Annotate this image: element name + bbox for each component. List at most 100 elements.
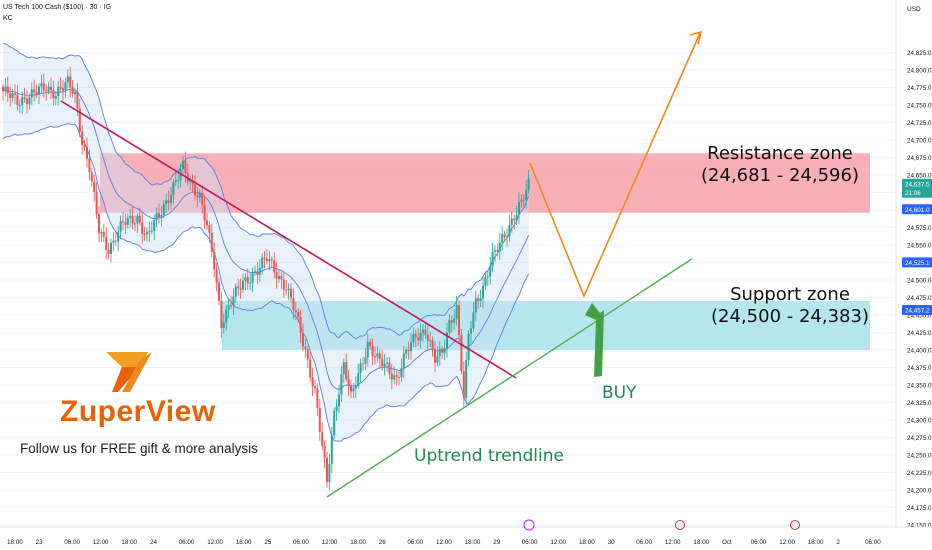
candle-body: [155, 213, 158, 221]
candle: [249, 273, 252, 291]
zuperview-logo-icon: [106, 352, 152, 392]
candle-body: [86, 146, 88, 159]
candle-body: [71, 87, 74, 95]
candle-body: [194, 184, 196, 196]
candle: [441, 345, 444, 360]
time-tick-label: 18:00: [465, 539, 481, 546]
candle: [386, 356, 388, 372]
candle: [88, 149, 91, 181]
candle-body: [203, 205, 206, 221]
price-tick-label: 24,400.0: [907, 348, 932, 355]
candle-body: [251, 273, 254, 283]
buy-arrow-icon: [585, 303, 604, 377]
candle-body: [278, 275, 280, 279]
price-axis-bg: [896, 0, 932, 550]
candle-body: [424, 329, 427, 335]
candle: [345, 353, 348, 383]
candle: [110, 238, 112, 263]
candle-body: [434, 348, 436, 363]
candle: [57, 80, 60, 106]
candle: [474, 290, 477, 322]
candle-body: [455, 305, 458, 319]
candle-body: [381, 358, 384, 367]
candle-body: [266, 258, 268, 262]
candle: [28, 93, 31, 110]
candle: [174, 171, 177, 186]
candle: [227, 298, 230, 319]
candle-body: [410, 342, 412, 352]
support-zone-label: Support zone (24,500 - 24,383): [700, 284, 880, 328]
candle-body: [443, 348, 446, 353]
candle: [206, 212, 208, 230]
candle: [275, 262, 278, 289]
candle-body: [522, 199, 525, 201]
candle-body: [395, 375, 398, 377]
candle: [376, 346, 379, 363]
candle: [304, 338, 307, 358]
candle-body: [498, 242, 501, 252]
candle-body: [417, 337, 420, 341]
candle: [210, 224, 213, 258]
candle: [290, 282, 292, 303]
candle: [81, 125, 84, 155]
candle-body: [81, 131, 84, 145]
candle: [150, 221, 153, 235]
candle: [496, 243, 499, 257]
time-axis: 18:00 23 06:00 12:00 18:00 24 06:00 12:00 18:00 2…: [0, 519, 932, 550]
candle: [244, 273, 247, 291]
candle-body: [441, 348, 444, 353]
candle: [422, 324, 424, 342]
candle-body: [54, 96, 57, 99]
candle: [366, 333, 369, 368]
symbol-title: US Tech 100 Cash ($100) · 30 · IG: [3, 4, 112, 11]
candle-body: [100, 231, 103, 234]
indicator-label[interactable]: KC: [3, 15, 13, 22]
candle: [95, 182, 98, 219]
candle-body: [489, 266, 492, 277]
candle: [69, 66, 72, 98]
candle-body: [525, 189, 528, 200]
price-tick-label: 24,700.0: [907, 138, 932, 145]
candle: [340, 366, 343, 402]
candle-body: [213, 251, 216, 270]
candle: [129, 208, 132, 228]
candle: [472, 302, 475, 332]
candle-body: [350, 386, 352, 392]
candle-body: [50, 86, 52, 90]
candle-body: [314, 386, 316, 389]
candle-body: [486, 276, 489, 278]
candle: [364, 347, 367, 371]
candle: [395, 370, 398, 386]
candle: [513, 214, 516, 230]
candle: [78, 98, 81, 138]
support-range: (24,500 - 24,383): [711, 306, 869, 327]
candle-body: [18, 104, 21, 106]
projection-path: [529, 32, 701, 299]
candle-body: [369, 342, 372, 346]
candle-body: [4, 86, 7, 91]
candle-body: [366, 342, 369, 358]
candle-body: [431, 340, 434, 349]
price-tick-label: 24,450.0: [907, 313, 932, 320]
candle: [100, 228, 103, 242]
candle-body: [285, 289, 288, 291]
price-tick-label: 24,800.0: [907, 68, 932, 75]
candle: [14, 84, 16, 105]
candle-body: [230, 305, 232, 307]
candle: [294, 301, 297, 321]
candle: [273, 252, 276, 279]
candle-body: [304, 346, 307, 350]
candle: [503, 230, 506, 243]
candle-body: [244, 277, 247, 281]
candle-body: [328, 463, 331, 482]
candle-body: [405, 349, 408, 354]
time-tick-label: 29: [493, 539, 501, 546]
candle: [460, 328, 463, 375]
price-tick-label: 24,300.0: [907, 418, 932, 425]
candle-body: [52, 89, 55, 99]
candle: [501, 225, 504, 251]
candle: [321, 422, 324, 450]
candle: [318, 398, 321, 441]
price-tick-label: 24,325.0: [907, 400, 932, 407]
candle-body: [352, 388, 355, 392]
